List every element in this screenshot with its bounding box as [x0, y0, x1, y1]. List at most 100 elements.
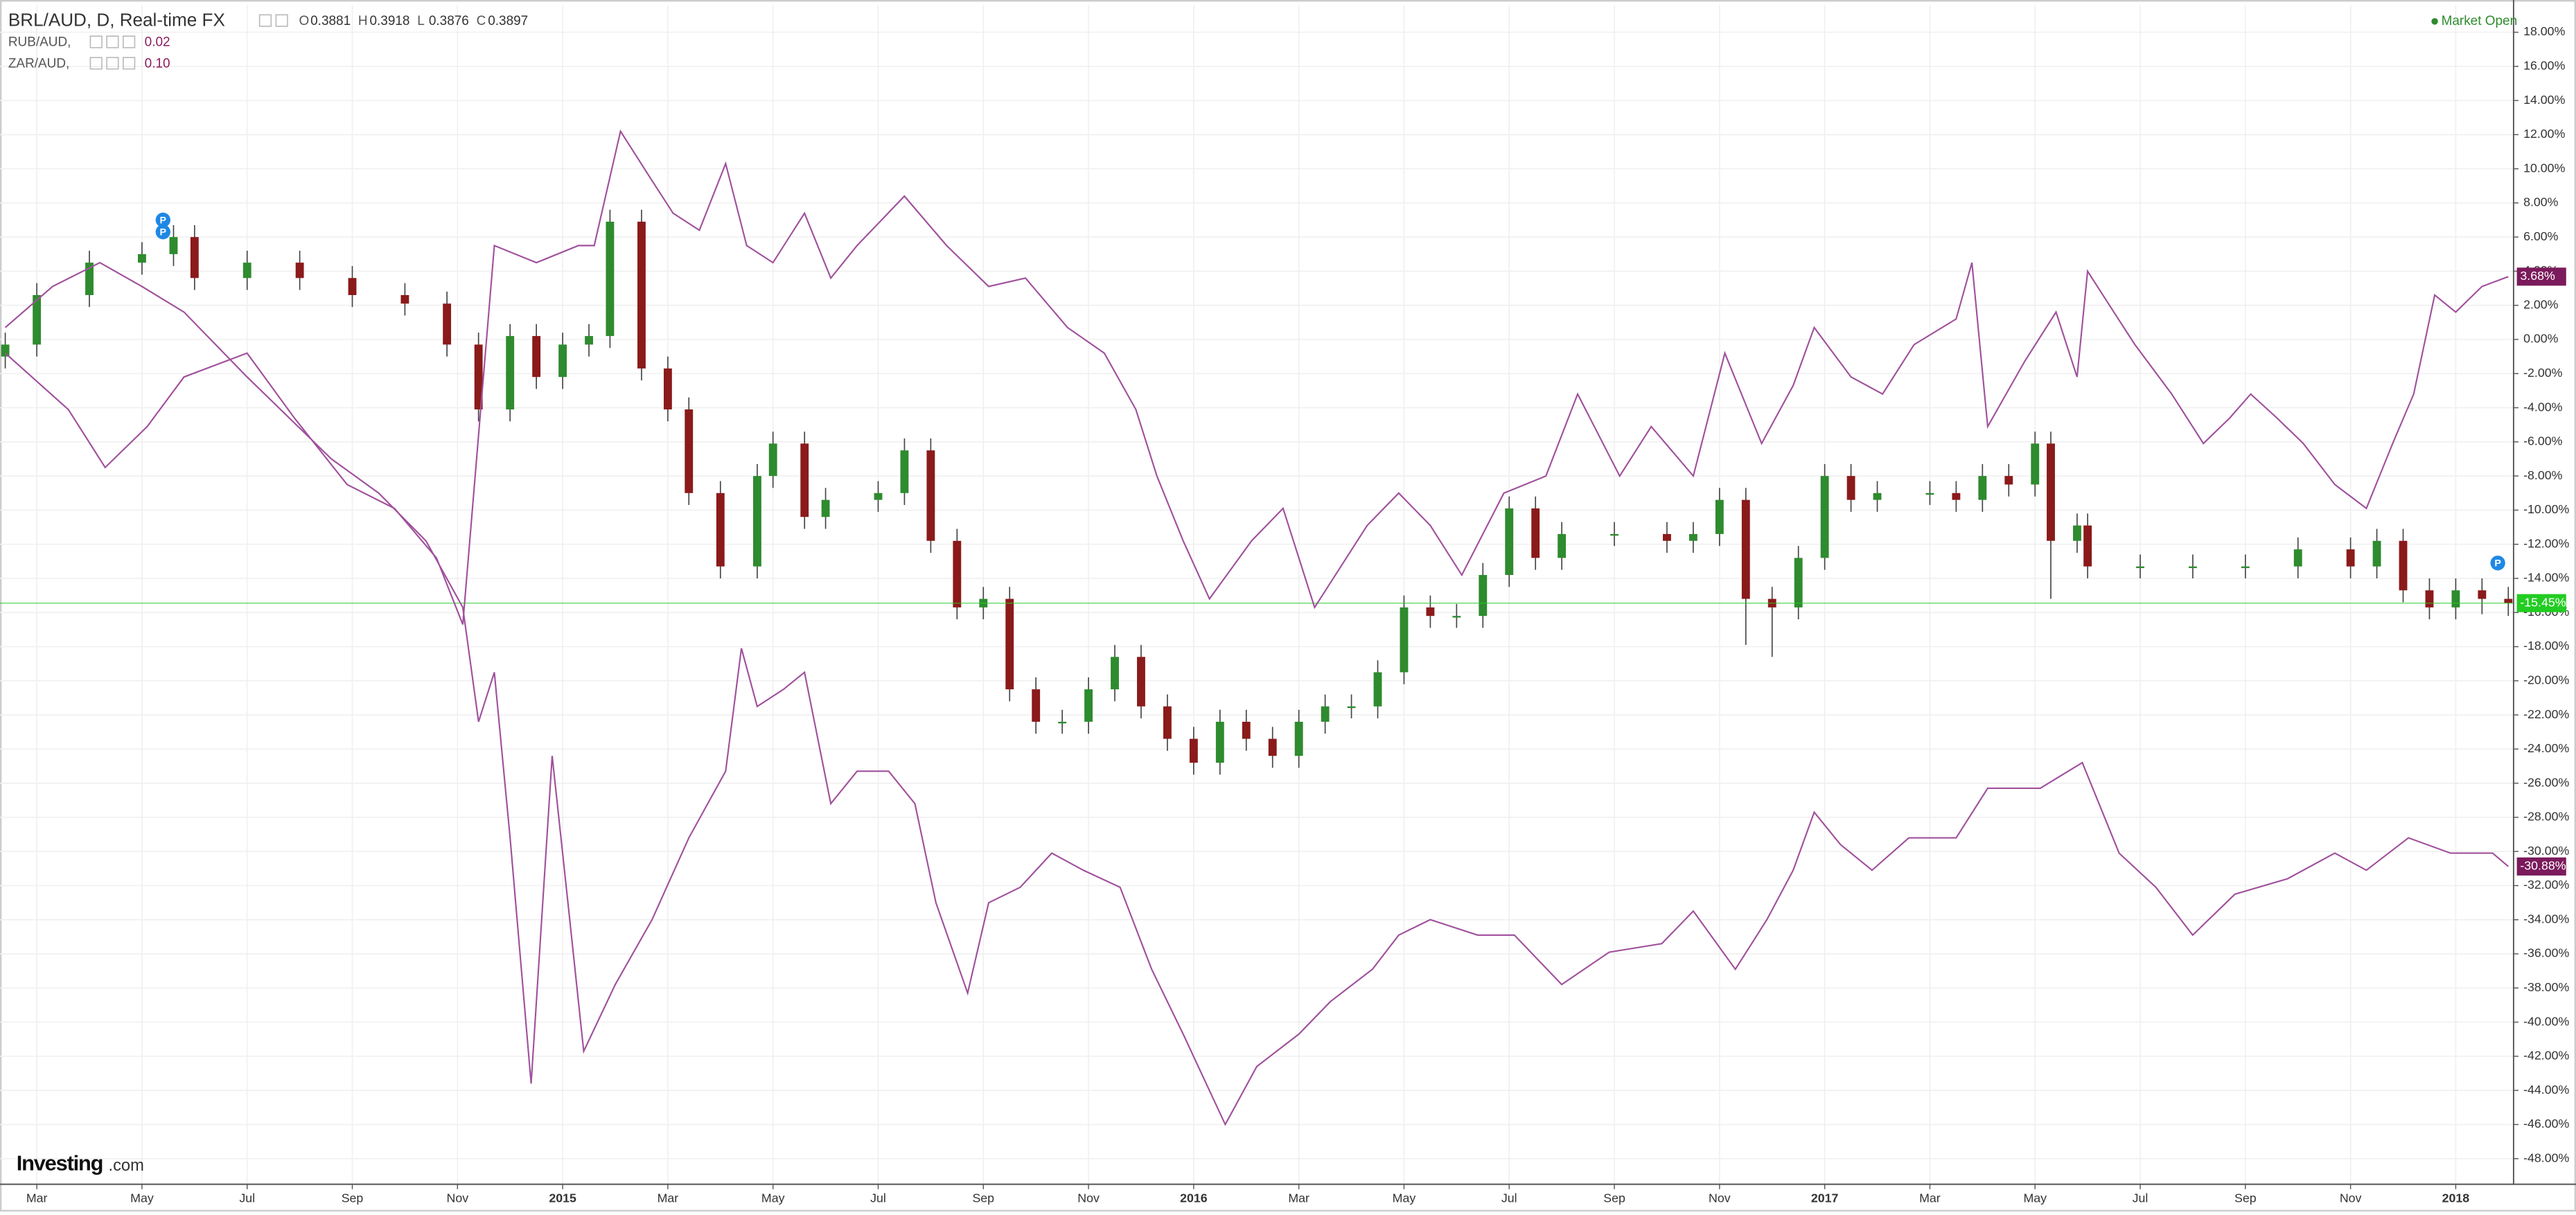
y-tick-label: -4.00% — [2523, 400, 2562, 414]
settings-icon[interactable] — [106, 57, 119, 70]
x-tick-label: May — [1393, 1191, 1416, 1205]
candle-body — [190, 237, 199, 278]
candle-body — [2188, 566, 2197, 569]
candle-body — [685, 409, 694, 493]
x-tick-label: Nov — [1077, 1191, 1100, 1205]
candle-body — [1873, 493, 1882, 500]
settings-icon[interactable] — [89, 35, 103, 48]
candle-body — [874, 493, 883, 500]
y-tick-label: 18.00% — [2523, 24, 2565, 38]
y-tick-label: 12.00% — [2523, 127, 2565, 141]
candle-body — [2241, 566, 2250, 569]
x-tick-label: Mar — [658, 1191, 679, 1205]
y-tick-label: -8.00% — [2523, 468, 2562, 482]
candle-body — [1531, 508, 1540, 558]
candle-body — [1163, 706, 1172, 739]
ohlc-value: 0.3897 — [488, 14, 528, 28]
candle-body — [532, 336, 541, 378]
close-icon[interactable] — [123, 57, 136, 70]
event-marker — [155, 212, 170, 228]
event-marker-label: P — [160, 215, 166, 227]
last-value-badge — [2516, 857, 2566, 876]
ohlc-value: 0.3881 — [310, 14, 351, 28]
close-icon[interactable] — [123, 35, 136, 48]
x-tick-label: Jul — [1501, 1191, 1517, 1205]
settings-icon[interactable] — [106, 35, 119, 48]
event-marker — [2490, 556, 2505, 571]
candle-body — [33, 294, 42, 345]
candle-body — [558, 344, 567, 378]
candle-body — [1846, 476, 1855, 500]
y-tick-label: -24.00% — [2523, 741, 2569, 755]
candle-body — [1111, 657, 1119, 690]
candle-body — [1505, 508, 1514, 576]
event-marker-label: P — [160, 227, 166, 238]
candle-body — [137, 254, 146, 263]
candle-body — [1952, 493, 1961, 500]
x-tick-label: Mar — [26, 1191, 48, 1205]
settings-icon[interactable] — [258, 14, 272, 27]
market-status: Market Open — [2442, 14, 2518, 28]
event-marker — [155, 224, 170, 240]
candle-body — [1558, 533, 1567, 558]
axes: 18.00% 16.00% 14.00% 12.00% 10.00% 8.00% 6.00%… — [26, 24, 2570, 1205]
y-tick-label: -36.00% — [2523, 946, 2569, 960]
ohlc-key: O — [299, 14, 310, 28]
candle-body — [1137, 657, 1145, 707]
main-symbol: BRL/AUD, D, Real-time FX — [8, 10, 225, 30]
y-tick-label: -18.00% — [2523, 639, 2569, 653]
candle-body — [2136, 566, 2144, 569]
y-tick-label: 0.00% — [2523, 332, 2559, 346]
x-tick-label: 2016 — [1180, 1191, 1208, 1205]
candle-body — [1925, 493, 1934, 495]
settings-icon[interactable] — [89, 57, 103, 70]
y-tick-label: -14.00% — [2523, 571, 2569, 585]
x-tick-label: 2018 — [2442, 1191, 2470, 1205]
candle-body — [606, 222, 615, 337]
x-tick-label: Sep — [2234, 1191, 2257, 1205]
candle-body — [506, 336, 515, 410]
y-tick-label: -6.00% — [2523, 434, 2562, 448]
candle-body — [2399, 540, 2408, 591]
y-tick-label: -10.00% — [2523, 502, 2569, 516]
last-value-badge — [2516, 594, 2566, 612]
y-tick-label: 2.00% — [2523, 297, 2559, 311]
y-tick-label: -12.00% — [2523, 536, 2569, 550]
candle-body — [242, 263, 252, 278]
y-tick-label: -38.00% — [2523, 980, 2569, 994]
candle-body — [1794, 558, 1803, 608]
settings-icon[interactable] — [275, 14, 288, 27]
candle-body — [585, 336, 593, 345]
compare-symbol: RUB/AUD, — [8, 35, 71, 50]
last-value-label: 3.68% — [2520, 269, 2555, 283]
y-tick-label: 14.00% — [2523, 93, 2565, 107]
x-tick-label: Mar — [1288, 1191, 1309, 1205]
candle-body — [1268, 738, 1277, 756]
series-line — [4, 129, 2509, 625]
ohlc-key: L — [417, 14, 425, 28]
candle-body — [752, 476, 761, 567]
candle-body — [348, 278, 357, 295]
x-tick-label: 2017 — [1811, 1191, 1839, 1205]
candle-body — [1032, 689, 1041, 722]
candle-body — [295, 263, 304, 278]
logo: Investing — [17, 1151, 103, 1175]
ohlc-key: C — [477, 14, 486, 28]
y-tick-label: -44.00% — [2523, 1083, 2569, 1097]
x-tick-label: Jul — [239, 1191, 255, 1205]
candle-body — [1820, 476, 1829, 558]
y-tick-label: -20.00% — [2523, 673, 2569, 687]
y-tick-label: -42.00% — [2523, 1049, 2569, 1063]
candle-body — [2083, 525, 2092, 567]
candle-body — [1715, 499, 1724, 534]
candle-body — [1426, 607, 1435, 617]
candle-body — [443, 303, 452, 345]
candle-body — [2372, 540, 2381, 567]
y-tick-label: 8.00% — [2523, 195, 2559, 209]
series-line — [4, 261, 2509, 1126]
candle-body — [169, 237, 178, 254]
x-tick-label: 2015 — [549, 1191, 576, 1205]
